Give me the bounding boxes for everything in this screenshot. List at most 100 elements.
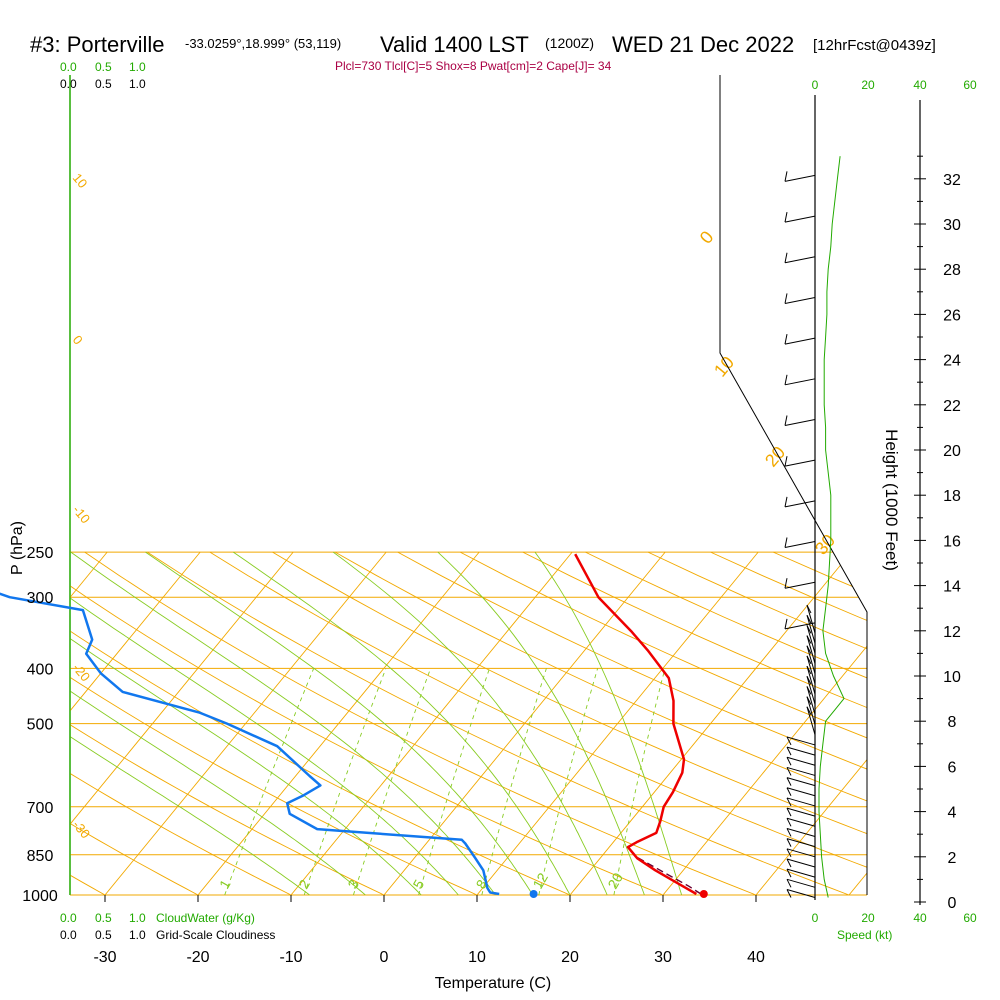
- wind-barb-flag: [786, 797, 792, 807]
- wind-speed-label: Speed (kt): [837, 928, 892, 942]
- wind-speed-tick-top: 0: [812, 78, 819, 92]
- wind-barb: [806, 706, 816, 735]
- wind-barb: [784, 581, 816, 589]
- wind-speed-tick-top: 60: [963, 78, 977, 92]
- height-tick-label: 26: [943, 307, 961, 324]
- wind-barb-flag: [784, 252, 788, 263]
- cloudiness-label: Grid-Scale Cloudiness: [156, 928, 275, 942]
- mixing-ratio-label: 20: [604, 870, 626, 892]
- moist-adiabat-line: [70, 551, 310, 895]
- wind-barb-flag: [784, 334, 788, 345]
- wind-barb-flag: [806, 696, 812, 705]
- wind-barb: [786, 868, 816, 878]
- wind-barb: [786, 746, 816, 756]
- wind-barb: [784, 500, 816, 508]
- wind-barb-flag: [806, 635, 812, 644]
- valid-date: WED 21 Dec 2022: [612, 32, 794, 57]
- parcel-trace: [637, 857, 702, 895]
- height-tick-label: 10: [943, 669, 961, 686]
- pressure-tick-label: 500: [27, 717, 54, 734]
- pressure-axis: 250 300 400 500 700 850 1000: [22, 545, 58, 905]
- dry-adiabat-label: -20: [70, 660, 94, 684]
- pressure-tick-label: 850: [27, 848, 54, 865]
- wind-speed-tick-top: 20: [861, 78, 875, 92]
- cloudiness-scale-bottom-2: 1.0: [129, 928, 146, 942]
- wind-barb: [806, 665, 816, 695]
- height-tick-label: 0: [948, 895, 957, 912]
- cloudwater-scale-bottom-0: 0.0: [60, 911, 77, 925]
- valid-time: Valid 1400 LST: [380, 32, 529, 57]
- wind-barb: [806, 625, 816, 654]
- wind-barb: [786, 878, 816, 888]
- temperature-axis-label: Temperature (C): [435, 975, 551, 992]
- wind-barb: [784, 622, 816, 630]
- wind-barb-flag: [806, 655, 812, 665]
- wind-barb: [806, 604, 816, 634]
- plot-boundary: [719, 75, 868, 895]
- dry-adiabat-line: [272, 551, 867, 895]
- isotherm-line: [848, 551, 867, 895]
- pressure-tick-label: 700: [27, 800, 54, 817]
- isotherm-label: 0: [696, 227, 718, 248]
- height-tick-label: 6: [948, 759, 957, 776]
- isotherm-line: [662, 551, 867, 895]
- dry-adiabat-line: [522, 551, 867, 895]
- wind-barb-flag: [806, 645, 812, 654]
- wind-barb-flag: [784, 374, 788, 385]
- wind-speed-profile: [818, 156, 845, 898]
- height-axis-label: Height (1000 Feet): [882, 429, 901, 571]
- dry-adiabat-line: [70, 551, 199, 895]
- surface-temp-marker: [699, 890, 708, 899]
- dry-adiabat-line: [84, 551, 757, 895]
- wind-barb: [786, 888, 816, 898]
- wind-barb-flag: [784, 496, 788, 507]
- wind-barb-flag: [806, 665, 812, 675]
- temperature-tick-label: 10: [468, 949, 486, 966]
- isotherm-line: [755, 551, 867, 895]
- wind-barb: [784, 296, 816, 304]
- isotherm-line: [476, 551, 759, 895]
- cloudiness-scale-top-0: 0.0: [60, 77, 77, 91]
- moist-adiabat-line: [70, 551, 496, 895]
- wind-barb: [806, 615, 816, 644]
- wind-barb-flag: [786, 818, 792, 827]
- wind-barb: [806, 635, 816, 664]
- wind-barb-flag: [786, 879, 792, 888]
- wind-barb: [784, 378, 816, 386]
- wind-barb: [786, 827, 816, 837]
- height-tick-label: 22: [943, 398, 961, 415]
- height-tick-label: 18: [943, 488, 961, 505]
- pressure-tick-label: 300: [27, 590, 54, 607]
- moist-adiabat-line: [145, 551, 534, 895]
- height-tick-label: 2: [948, 850, 957, 867]
- wind-barb-flag: [786, 858, 792, 868]
- cloudiness-scale-bottom-0: 0.0: [60, 928, 77, 942]
- wind-barb-flag: [786, 848, 792, 858]
- mixing-ratio-label: 3: [344, 877, 362, 892]
- temperature-tick-label: 30: [654, 949, 672, 966]
- sounding-traces: [0, 553, 708, 899]
- wind-barb-flag: [786, 777, 792, 786]
- moist-adiabat-line: [70, 551, 422, 895]
- dry-adiabat-line: [70, 551, 292, 895]
- cloudiness-scale-top-2: 1.0: [129, 77, 146, 91]
- surface-dewpoint-marker: [529, 890, 538, 899]
- wind-barb-flag: [786, 746, 792, 756]
- dry-adiabat-line: [459, 551, 867, 895]
- wind-barb-flag: [806, 706, 812, 715]
- moist-adiabat-line: [437, 551, 645, 895]
- height-tick-label: 32: [943, 172, 961, 189]
- isotherm-label: 10: [710, 352, 738, 380]
- cloudwater-label: CloudWater (g/Kg): [156, 911, 255, 925]
- wind-speed-tick-bottom: 0: [812, 911, 819, 925]
- isotherm-line: [104, 551, 387, 895]
- wind-barb: [784, 459, 816, 467]
- wind-barb-flag: [786, 838, 792, 847]
- wind-barb: [806, 686, 816, 715]
- height-tick-label: 4: [948, 805, 957, 822]
- wind-barb: [806, 676, 816, 705]
- isotherm-line: [197, 551, 480, 895]
- temperature-tick-label: -10: [279, 949, 302, 966]
- wind-barb-flag: [786, 807, 792, 817]
